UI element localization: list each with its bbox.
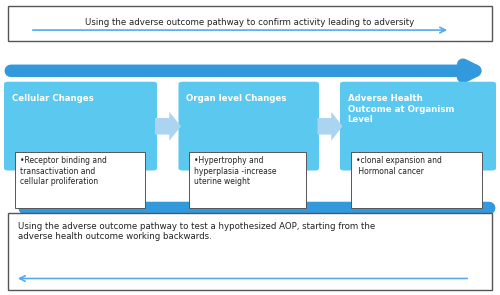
Text: Cellular Changes: Cellular Changes [12, 94, 94, 104]
FancyBboxPatch shape [15, 152, 145, 208]
FancyBboxPatch shape [178, 82, 319, 171]
Text: Using the adverse outcome pathway to confirm activity leading to adversity: Using the adverse outcome pathway to con… [86, 18, 414, 27]
Text: •Receptor binding and
transactivation and
cellular proliferation: •Receptor binding and transactivation an… [20, 156, 107, 186]
FancyBboxPatch shape [4, 82, 157, 171]
FancyBboxPatch shape [189, 152, 306, 208]
Text: •Hypertrophy and
hyperplasia -increase
uterine weight: •Hypertrophy and hyperplasia -increase u… [194, 156, 276, 186]
Text: Using the adverse outcome pathway to test a hypothesized AOP, starting from the
: Using the adverse outcome pathway to tes… [18, 222, 375, 241]
FancyBboxPatch shape [351, 152, 482, 208]
FancyBboxPatch shape [8, 213, 492, 290]
Text: •clonal expansion and
 Hormonal cancer: •clonal expansion and Hormonal cancer [356, 156, 442, 176]
FancyBboxPatch shape [8, 6, 492, 41]
FancyBboxPatch shape [340, 82, 496, 171]
Text: Adverse Health
Outcome at Organism
Level: Adverse Health Outcome at Organism Level [348, 94, 454, 124]
Polygon shape [318, 112, 342, 141]
Text: Organ level Changes: Organ level Changes [186, 94, 286, 104]
Polygon shape [155, 112, 181, 141]
